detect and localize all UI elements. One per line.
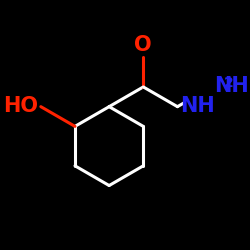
Text: HO: HO xyxy=(3,96,38,116)
Text: O: O xyxy=(134,35,152,55)
Text: NH: NH xyxy=(214,76,249,96)
Text: 2: 2 xyxy=(224,76,234,90)
Text: NH: NH xyxy=(180,96,215,116)
